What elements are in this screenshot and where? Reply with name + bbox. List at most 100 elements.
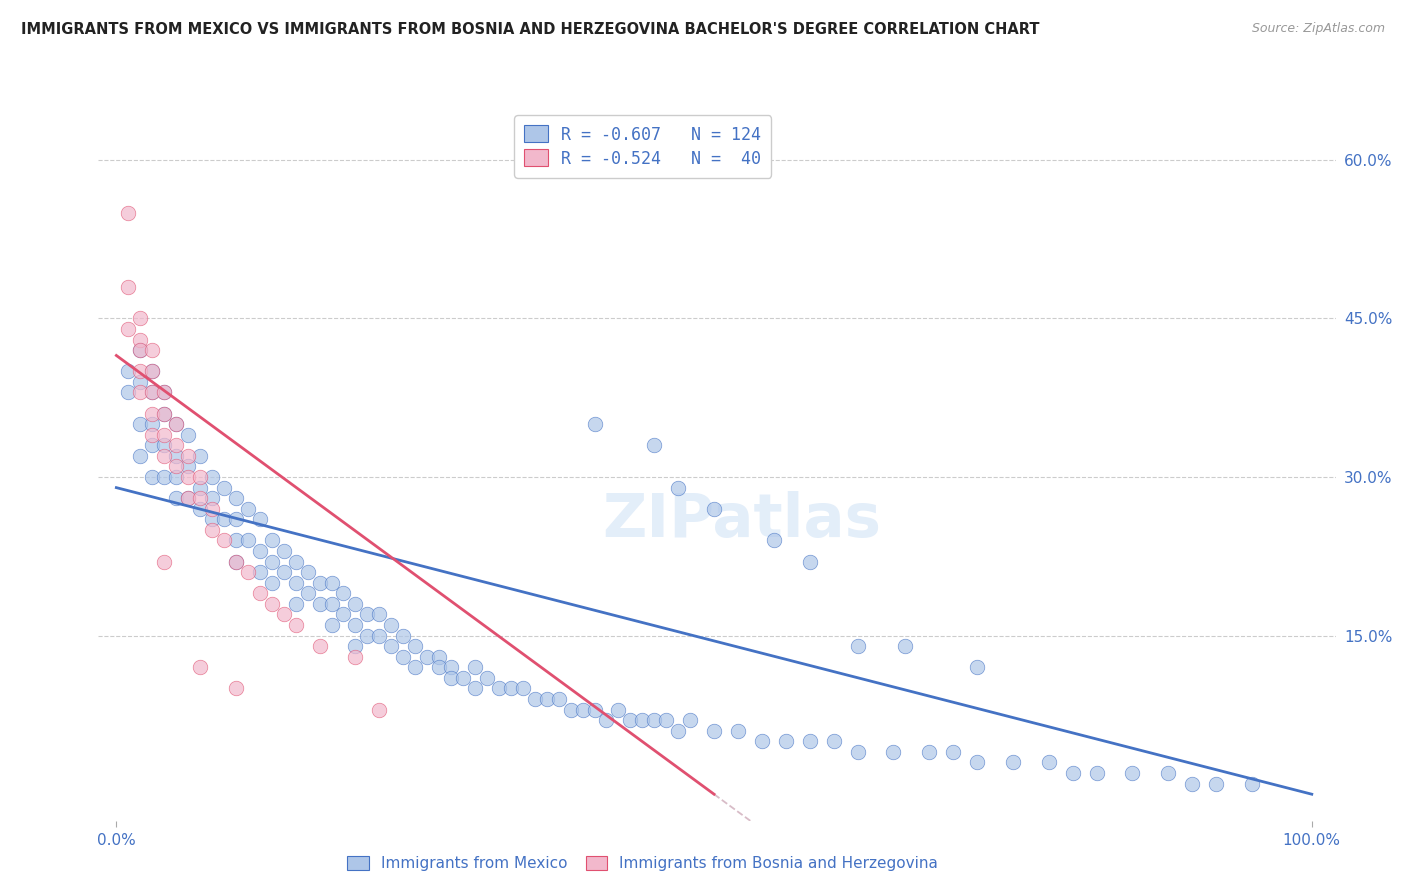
Point bbox=[177, 491, 200, 506]
Point bbox=[129, 375, 152, 389]
Point bbox=[1205, 777, 1227, 791]
Point bbox=[141, 438, 163, 452]
Point bbox=[165, 459, 187, 474]
Point bbox=[141, 364, 163, 378]
Point bbox=[225, 533, 247, 548]
Point bbox=[751, 734, 773, 748]
Point bbox=[1121, 766, 1143, 780]
Point bbox=[464, 660, 486, 674]
Point bbox=[368, 703, 391, 717]
Point bbox=[225, 555, 247, 569]
Point bbox=[153, 407, 176, 421]
Point bbox=[153, 438, 176, 452]
Point bbox=[201, 501, 224, 516]
Point bbox=[129, 385, 152, 400]
Point bbox=[212, 512, 235, 526]
Point bbox=[344, 649, 367, 664]
Point bbox=[666, 723, 689, 738]
Point bbox=[212, 533, 235, 548]
Point bbox=[153, 427, 176, 442]
Point bbox=[308, 639, 330, 653]
Point bbox=[129, 417, 152, 432]
Point bbox=[344, 597, 367, 611]
Point bbox=[117, 385, 139, 400]
Point bbox=[188, 449, 211, 463]
Y-axis label: Bachelor's Degree: Bachelor's Degree bbox=[0, 393, 7, 534]
Point bbox=[249, 512, 271, 526]
Point bbox=[177, 491, 200, 506]
Point bbox=[117, 364, 139, 378]
Point bbox=[392, 649, 415, 664]
Point bbox=[225, 491, 247, 506]
Point bbox=[165, 417, 187, 432]
Point bbox=[273, 544, 295, 558]
Point bbox=[284, 555, 307, 569]
Point bbox=[212, 481, 235, 495]
Point bbox=[536, 692, 558, 706]
Point bbox=[666, 481, 689, 495]
Point bbox=[236, 501, 259, 516]
Point bbox=[607, 703, 630, 717]
Point bbox=[392, 629, 415, 643]
Point bbox=[188, 481, 211, 495]
Point bbox=[260, 533, 283, 548]
Point bbox=[703, 723, 725, 738]
Point bbox=[153, 385, 176, 400]
Text: ZIPatlas: ZIPatlas bbox=[602, 491, 882, 550]
Point bbox=[308, 575, 330, 590]
Point bbox=[404, 639, 426, 653]
Point bbox=[177, 470, 200, 484]
Point bbox=[129, 343, 152, 358]
Point bbox=[440, 671, 463, 685]
Point bbox=[1240, 777, 1263, 791]
Point bbox=[297, 565, 319, 579]
Point bbox=[619, 713, 641, 727]
Point bbox=[165, 449, 187, 463]
Point bbox=[380, 618, 402, 632]
Point bbox=[321, 597, 343, 611]
Point bbox=[918, 745, 941, 759]
Point bbox=[882, 745, 904, 759]
Point bbox=[225, 512, 247, 526]
Point bbox=[141, 364, 163, 378]
Point bbox=[260, 575, 283, 590]
Point bbox=[571, 703, 593, 717]
Point bbox=[188, 660, 211, 674]
Point bbox=[1062, 766, 1084, 780]
Point bbox=[165, 438, 187, 452]
Point bbox=[499, 681, 522, 696]
Point bbox=[201, 523, 224, 537]
Point bbox=[344, 639, 367, 653]
Point bbox=[153, 407, 176, 421]
Point bbox=[523, 692, 546, 706]
Point bbox=[321, 575, 343, 590]
Point bbox=[273, 607, 295, 622]
Point bbox=[488, 681, 510, 696]
Text: Source: ZipAtlas.com: Source: ZipAtlas.com bbox=[1251, 22, 1385, 36]
Point bbox=[1001, 756, 1024, 770]
Point bbox=[153, 470, 176, 484]
Point bbox=[356, 629, 378, 643]
Point bbox=[368, 629, 391, 643]
Point bbox=[153, 555, 176, 569]
Point bbox=[894, 639, 917, 653]
Point bbox=[1085, 766, 1108, 780]
Point bbox=[703, 501, 725, 516]
Point bbox=[177, 459, 200, 474]
Point bbox=[1181, 777, 1204, 791]
Point bbox=[368, 607, 391, 622]
Point bbox=[427, 660, 450, 674]
Point bbox=[679, 713, 702, 727]
Point bbox=[655, 713, 678, 727]
Point bbox=[775, 734, 797, 748]
Point bbox=[129, 364, 152, 378]
Point bbox=[380, 639, 402, 653]
Point bbox=[260, 555, 283, 569]
Point bbox=[404, 660, 426, 674]
Point bbox=[356, 607, 378, 622]
Point bbox=[416, 649, 439, 664]
Point bbox=[201, 512, 224, 526]
Point bbox=[583, 703, 606, 717]
Point bbox=[799, 734, 821, 748]
Point bbox=[177, 449, 200, 463]
